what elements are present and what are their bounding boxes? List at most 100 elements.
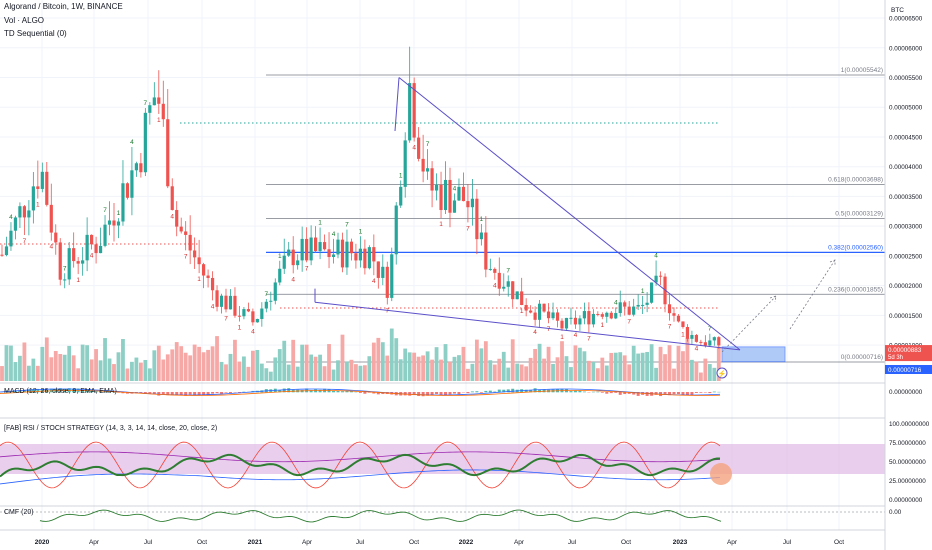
macd-histogram-bar — [376, 392, 380, 395]
td-count-label: 4 — [9, 214, 13, 221]
time-tick-label: 2021 — [248, 539, 263, 546]
candle-body — [417, 137, 421, 159]
candle-body — [170, 186, 174, 210]
candle-body — [493, 268, 497, 273]
volume-bar — [327, 344, 331, 381]
time-tick-label: 2020 — [35, 539, 50, 546]
macd-label[interactable]: MACD (12, 26, close, 9, EMA, EMA) — [4, 388, 117, 395]
volume-bar — [537, 343, 542, 381]
candle-body — [529, 310, 533, 313]
volume-bar — [649, 344, 654, 381]
macd-histogram-bar — [524, 389, 528, 393]
macd-histogram-bar — [430, 392, 434, 396]
macd-histogram-bar — [282, 388, 286, 393]
cmf-line — [39, 509, 722, 523]
volume-bar — [313, 356, 318, 381]
candle-body — [143, 112, 147, 173]
candle-body — [202, 264, 206, 276]
volume-bar — [560, 341, 564, 381]
volume-bar — [403, 348, 408, 381]
volume-bar — [67, 345, 72, 381]
volume-bar — [35, 365, 40, 381]
macd-histogram-bar — [197, 392, 201, 395]
td-count-label: 1 — [117, 210, 121, 217]
candle-body — [349, 241, 354, 254]
candle-body — [681, 321, 685, 327]
candle-body — [246, 309, 250, 312]
candle-body — [367, 247, 371, 269]
candle-body — [555, 312, 560, 321]
candle-body — [582, 311, 586, 319]
macd-histogram-bar — [13, 391, 17, 393]
alert-icon — [716, 367, 728, 379]
volume-bar — [676, 345, 681, 381]
volume-bar — [62, 354, 67, 381]
volume-indicator-label[interactable]: Vol · ALGO — [4, 16, 45, 25]
candle-body — [699, 341, 703, 343]
time-tick-label: Apr — [727, 539, 738, 546]
macd-histogram-bar — [511, 388, 515, 393]
volume-bar — [80, 344, 85, 381]
wedge-start-tick — [394, 77, 400, 132]
volume-bar — [430, 359, 434, 381]
candle-body — [98, 245, 103, 254]
current-price-label: 0.00000883 — [888, 347, 922, 354]
macd-signal-line — [0, 390, 721, 396]
volume-bar — [246, 366, 251, 381]
macd-histogram-bar — [654, 392, 658, 395]
candle-body — [421, 158, 425, 172]
macd-histogram-bar — [685, 392, 689, 396]
candle-body — [49, 204, 53, 233]
candle-body — [430, 168, 434, 191]
candle-body — [273, 282, 277, 301]
candle-body — [22, 206, 26, 218]
volume-bar — [13, 362, 18, 381]
volume-bar — [564, 356, 569, 381]
td-count-label: 7 — [385, 307, 389, 314]
volume-bar — [138, 362, 143, 381]
volume-bar — [286, 364, 291, 381]
macd-histogram-bar — [699, 392, 703, 393]
candle-body — [197, 257, 201, 265]
candle-body — [215, 290, 219, 307]
fib-level-label: 0.382(0.00002560) — [828, 244, 883, 251]
candle-body — [690, 335, 694, 339]
td-indicator-label[interactable]: TD Sequential (0) — [4, 29, 67, 38]
cmf-label[interactable]: CMF (20) — [4, 509, 34, 516]
volume-bar — [121, 339, 125, 381]
macd-histogram-bar — [708, 392, 712, 394]
volume-bar — [112, 364, 116, 381]
td-count-label: 1 — [520, 308, 524, 315]
macd-histogram-bar — [363, 392, 367, 394]
volume-bar — [681, 351, 685, 381]
rsi-label[interactable]: [FAB] RSI / STOCH STRATEGY (14, 3, 3, 14… — [4, 425, 218, 432]
candle-body — [134, 163, 138, 171]
volume-bar — [434, 347, 439, 381]
td-count-label: 4 — [49, 244, 53, 251]
candle-body — [372, 247, 376, 262]
macd-histogram-bar — [278, 390, 282, 393]
candle-body — [358, 248, 362, 261]
candle-body — [600, 314, 604, 317]
td-count-label: 7 — [63, 265, 67, 272]
candle-body — [296, 260, 300, 266]
volume-bar — [394, 338, 399, 381]
macd-histogram-bar — [439, 392, 443, 395]
macd-histogram-bar — [533, 388, 537, 393]
macd-histogram-bar — [694, 392, 698, 393]
candle-body — [609, 312, 613, 319]
volume-bar — [152, 350, 157, 381]
chart-title[interactable]: Algorand / Bitcoin, 1W, BINANCE — [4, 2, 123, 11]
td-sequential-labels: 4 7 1 4 7 1 4 7 1 4 7 1 4 7 1 4 7 1 4 7 1 4 7 1 4 7 1 4 7 1 4 7 1 4 7 1 4 7 1 4… — [9, 100, 712, 353]
volume-bar — [170, 349, 175, 381]
macd-histogram-bar — [211, 392, 215, 394]
td-count-label: 4 — [90, 252, 94, 259]
td-count-label: 7 — [144, 100, 148, 107]
td-count-label: 1 — [157, 117, 161, 124]
macd-histogram-bar — [215, 392, 219, 394]
candle-body — [72, 248, 76, 262]
volume-bar — [103, 338, 107, 381]
macd-histogram-bar — [121, 392, 125, 394]
candle-body — [63, 279, 67, 281]
candle-body — [520, 291, 524, 306]
